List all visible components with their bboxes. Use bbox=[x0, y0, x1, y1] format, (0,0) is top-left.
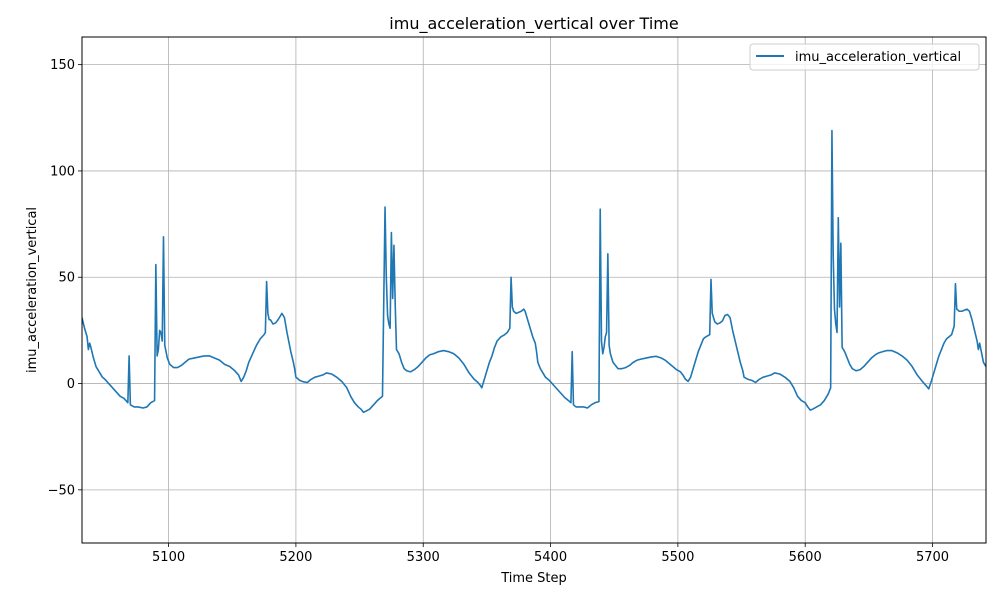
x-tick-label: 5300 bbox=[407, 550, 440, 565]
y-tick-label: 150 bbox=[50, 58, 75, 73]
series-line-0 bbox=[82, 129, 986, 414]
grid-lines bbox=[82, 37, 986, 543]
y-axis-title: imu_acceleration_vertical bbox=[25, 207, 40, 373]
x-tick-label: 5700 bbox=[916, 550, 949, 565]
axis-ticks: 5100 5200 5300 5400 5500 5600 5700 −50 0 50 100 150 bbox=[48, 58, 950, 565]
x-tick-label: 5100 bbox=[152, 550, 185, 565]
y-tick-label: −50 bbox=[48, 483, 75, 498]
x-axis-title: Time Step bbox=[500, 571, 567, 586]
chart-title: imu_acceleration_vertical over Time bbox=[389, 14, 678, 34]
x-tick-label: 5200 bbox=[279, 550, 312, 565]
x-tick-label: 5600 bbox=[789, 550, 822, 565]
y-tick-label: 100 bbox=[50, 164, 75, 179]
y-tick-label: 50 bbox=[58, 271, 75, 286]
x-tick-label: 5400 bbox=[534, 550, 567, 565]
series-lines bbox=[82, 129, 986, 414]
x-tick-label: 5500 bbox=[661, 550, 694, 565]
legend-label: imu_acceleration_vertical bbox=[795, 50, 961, 65]
legend: imu_acceleration_vertical bbox=[749, 43, 980, 71]
plot-frame bbox=[81, 36, 987, 544]
y-tick-label: 0 bbox=[67, 377, 75, 392]
legend-box bbox=[749, 43, 980, 71]
